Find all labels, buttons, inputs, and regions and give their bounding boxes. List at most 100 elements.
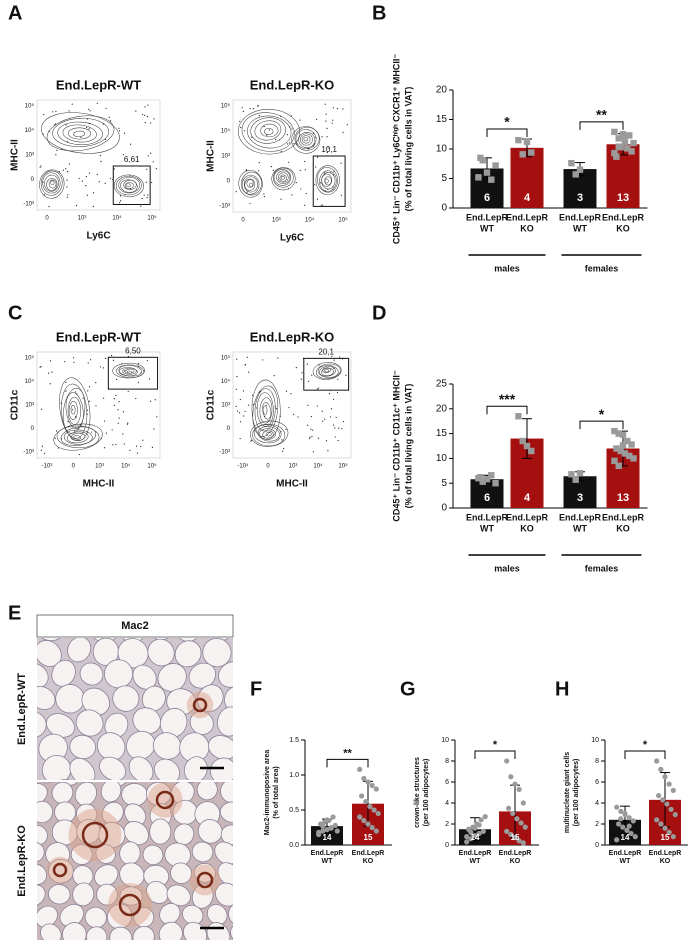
- event-dot: [68, 425, 70, 428]
- event-dot: [129, 175, 131, 177]
- event-dot: [262, 359, 264, 361]
- data-point: [621, 138, 629, 146]
- event-dot: [100, 437, 102, 440]
- data-point: [624, 145, 631, 152]
- event-dot: [316, 405, 318, 407]
- contour: [295, 129, 317, 150]
- event-dot: [239, 437, 241, 440]
- event-dot: [48, 206, 50, 208]
- x-tick-label: 0: [72, 464, 76, 470]
- panel-label: A: [8, 2, 22, 24]
- x-tick-label: 10³: [95, 464, 104, 470]
- event-dot: [52, 111, 54, 113]
- contour: [246, 179, 254, 188]
- event-dot: [58, 171, 61, 173]
- event-dot: [325, 440, 328, 442]
- event-dot: [71, 103, 73, 105]
- event-dot: [96, 173, 98, 176]
- x-tick-label: WT: [322, 858, 334, 865]
- adipocyte: [67, 638, 92, 663]
- event-dot: [296, 143, 298, 145]
- event-dot: [288, 161, 290, 163]
- contour: [254, 120, 282, 141]
- adipocyte: [197, 819, 223, 844]
- y-tick-label: 10⁵: [25, 355, 35, 362]
- x-tick-label: 10⁵: [338, 463, 348, 470]
- adipocyte: [219, 801, 233, 824]
- n-label: 15: [661, 833, 670, 842]
- event-dot: [47, 372, 50, 374]
- data-point: [320, 823, 326, 829]
- event-dot: [341, 428, 343, 430]
- event-dot: [287, 188, 290, 190]
- event-dot: [129, 143, 132, 145]
- event-dot: [88, 128, 90, 130]
- data-point: [464, 834, 470, 840]
- event-dot: [310, 428, 312, 430]
- event-dot: [300, 378, 302, 380]
- event-dot: [321, 136, 323, 138]
- row-label: End.LepR-KO: [16, 825, 28, 897]
- contour: [264, 127, 274, 135]
- event-dot: [316, 118, 318, 120]
- data-point: [626, 132, 633, 139]
- event-dot: [335, 416, 337, 418]
- event-dot: [325, 113, 327, 115]
- adipocyte: [72, 882, 95, 907]
- significance-label: *: [643, 739, 648, 751]
- event-dot: [326, 127, 328, 129]
- event-dot: [242, 390, 245, 392]
- data-point: [504, 828, 510, 834]
- event-dot: [248, 404, 250, 406]
- event-dot: [65, 124, 67, 126]
- event-dot: [88, 386, 91, 388]
- data-point: [476, 830, 482, 837]
- y-tick-label: 20: [436, 403, 448, 414]
- event-dot: [330, 408, 333, 410]
- contour: [315, 165, 340, 195]
- contour: [73, 130, 86, 138]
- x-tick-label: End.LepR: [609, 850, 642, 857]
- event-dot: [87, 390, 89, 392]
- adipocyte: [109, 926, 133, 940]
- y-tick-label: 8: [595, 758, 599, 765]
- event-dot: [326, 136, 328, 138]
- event-dot: [280, 198, 282, 200]
- event-dot: [312, 451, 315, 453]
- contour: [62, 387, 86, 434]
- event-dot: [333, 170, 335, 172]
- event-dot: [290, 393, 292, 395]
- data-point: [369, 782, 375, 789]
- y-tick-label: 10⁴: [25, 378, 35, 385]
- contour: [262, 402, 272, 420]
- contour: [317, 365, 339, 378]
- adipocyte: [235, 843, 263, 868]
- event-dot: [315, 166, 317, 168]
- event-dot: [55, 430, 58, 432]
- event-dot: [321, 410, 323, 412]
- event-dot: [42, 133, 44, 135]
- event-dot: [127, 390, 129, 392]
- data-point: [630, 455, 637, 462]
- event-dot: [332, 424, 335, 426]
- event-dot: [316, 388, 318, 390]
- event-dot: [312, 132, 315, 134]
- adipocyte: [112, 685, 140, 712]
- contours: [39, 102, 157, 208]
- stain-label: Mac2: [121, 620, 149, 632]
- x-tick-label: 0: [241, 218, 245, 224]
- event-dot: [123, 132, 126, 134]
- event-dot: [266, 134, 268, 136]
- adipocyte: [229, 635, 263, 669]
- contour: [41, 112, 120, 154]
- adipocyte: [96, 732, 126, 761]
- gate-value: 10,1: [321, 145, 337, 154]
- y-tick-label: 0: [595, 842, 599, 849]
- contour: [271, 167, 296, 191]
- y-axis-label: (% of total area): [273, 766, 280, 819]
- x-tick-label: End.LepR: [459, 850, 492, 857]
- contour: [243, 176, 258, 193]
- contour: [241, 174, 260, 195]
- y-tick-label: 0: [227, 426, 231, 432]
- event-dot: [280, 150, 282, 153]
